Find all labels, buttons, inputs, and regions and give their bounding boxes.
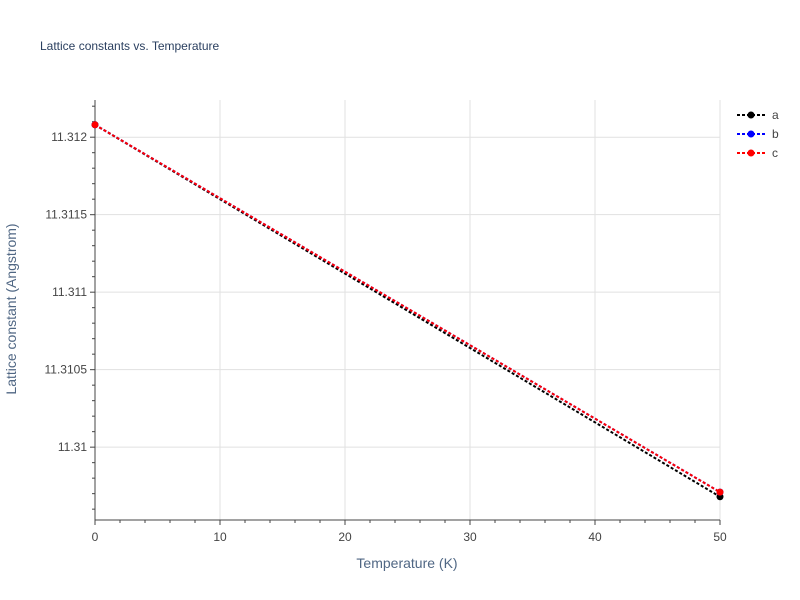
x-tick-label: 30 bbox=[463, 530, 477, 544]
x-axis-title: Temperature (K) bbox=[356, 555, 457, 571]
series-line-c bbox=[94, 123, 721, 493]
x-tick-label: 10 bbox=[213, 530, 227, 544]
x-tick-label: 50 bbox=[713, 530, 727, 544]
grid bbox=[95, 100, 721, 520]
legend-marker-b bbox=[747, 130, 755, 138]
legend: abc bbox=[737, 108, 779, 160]
y-tick-label: 11.31 bbox=[58, 440, 87, 454]
legend-label-b: b bbox=[772, 127, 779, 141]
chart-title: Lattice constants vs. Temperature bbox=[40, 39, 220, 53]
y-axis-title: Lattice constant (Angstrom) bbox=[3, 223, 19, 394]
axes: 0 10 20 30 40 50 11.31 11.3105 11.311 11.3115 11.3… bbox=[45, 100, 727, 544]
data-point-c bbox=[716, 488, 724, 496]
legend-marker-a bbox=[747, 111, 755, 119]
data-point-c bbox=[91, 121, 99, 129]
y-tick-label: 11.3115 bbox=[45, 208, 87, 222]
y-tick-label: 11.311 bbox=[52, 285, 87, 299]
legend-marker-c bbox=[747, 149, 755, 157]
x-tick-label: 0 bbox=[92, 530, 99, 544]
series-line-a bbox=[94, 123, 721, 498]
legend-label-c: c bbox=[772, 146, 778, 160]
y-tick-label: 11.312 bbox=[51, 130, 87, 144]
y-tick-label: 11.3105 bbox=[45, 363, 88, 377]
x-tick-label: 20 bbox=[338, 530, 352, 544]
x-tick-label: 40 bbox=[588, 530, 602, 544]
legend-label-a: a bbox=[772, 108, 779, 122]
plot-area bbox=[91, 121, 724, 501]
